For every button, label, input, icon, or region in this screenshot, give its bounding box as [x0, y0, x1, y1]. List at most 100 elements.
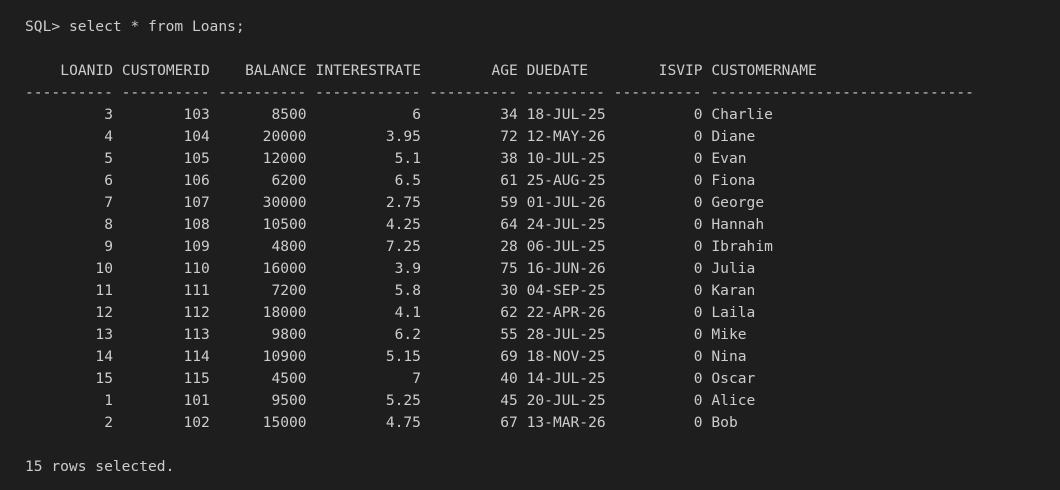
cell-customerid: 107	[183, 194, 210, 211]
cell-interestrate: 3.9	[394, 260, 421, 277]
cell-duedate: 04-SEP-25	[526, 282, 606, 299]
cell-customername: Fiona	[711, 172, 756, 189]
cell-loanid: 8	[104, 216, 113, 233]
table-header: LOANID CUSTOMERID BALANCE INTERESTRATE AGE DU…	[25, 60, 1025, 82]
cell-loanid: 11	[95, 282, 113, 299]
cell-interestrate: 6.2	[394, 326, 421, 343]
cell-duedate: 25-AUG-25	[526, 172, 606, 189]
cell-interestrate: 6	[412, 106, 421, 123]
cell-duedate: 20-JUL-25	[526, 392, 606, 409]
cell-customerid: 115	[183, 370, 210, 387]
cell-customername: Evan	[711, 150, 747, 167]
sql-command: select * from Loans;	[68, 18, 245, 35]
cell-isvip: 0	[693, 260, 703, 277]
cell-interestrate: 5.8	[394, 282, 421, 299]
cell-customername: Nina	[711, 348, 747, 365]
cell-isvip: 0	[693, 414, 703, 431]
cell-balance: 4800	[271, 238, 307, 255]
cell-loanid: 1	[104, 392, 113, 409]
cell-isvip: 0	[693, 282, 703, 299]
cell-interestrate: 4.1	[394, 304, 421, 321]
column-header-balance: BALANCE	[245, 62, 307, 79]
cell-customername: Julia	[711, 260, 756, 277]
cell-customername: Hannah	[711, 216, 765, 233]
cell-duedate: 14-JUL-25	[526, 370, 606, 387]
cell-interestrate: 6.5	[394, 172, 421, 189]
cell-duedate: 13-MAR-26	[526, 414, 606, 431]
cell-loanid: 2	[104, 414, 113, 431]
cell-customername: Diane	[711, 128, 756, 145]
command-line: SQL> select * from Loans;	[25, 16, 245, 38]
column-header-duedate: DUEDATE	[526, 62, 589, 79]
cell-isvip: 0	[693, 326, 703, 343]
cell-age: 62	[500, 304, 518, 321]
cell-balance: 7200	[271, 282, 307, 299]
cell-duedate: 28-JUL-25	[526, 326, 606, 343]
cell-customername: Karan	[711, 282, 756, 299]
cell-customerid: 111	[183, 282, 210, 299]
cell-customerid: 104	[183, 128, 210, 145]
sql-prompt: SQL>	[25, 18, 61, 35]
cell-customername: Alice	[711, 392, 756, 409]
cell-age: 45	[500, 392, 518, 409]
cell-customerid: 114	[183, 348, 210, 365]
column-header-customername: CUSTOMERNAME	[711, 62, 817, 79]
cell-age: 38	[500, 150, 518, 167]
cell-duedate: 01-JUL-26	[526, 194, 606, 211]
cell-customername: Laila	[711, 304, 756, 321]
cell-isvip: 0	[693, 238, 703, 255]
cell-isvip: 0	[693, 348, 703, 365]
cell-duedate: 06-JUL-25	[526, 238, 606, 255]
cell-age: 28	[500, 238, 518, 255]
rows-selected-message: 15 rows selected.	[25, 458, 175, 475]
cell-isvip: 0	[693, 304, 703, 321]
cell-balance: 6200	[271, 172, 307, 189]
cell-balance: 18000	[262, 304, 307, 321]
cell-isvip: 0	[693, 172, 703, 189]
cell-balance: 10900	[262, 348, 307, 365]
cell-duedate: 16-JUN-26	[526, 260, 606, 277]
cell-loanid: 15	[95, 370, 113, 387]
cell-isvip: 0	[693, 194, 703, 211]
cell-balance: 8500	[271, 106, 307, 123]
cell-customername: Charlie	[711, 106, 773, 123]
column-header-interestrate: INTERESTRATE	[315, 62, 421, 79]
cell-age: 64	[500, 216, 518, 233]
cell-interestrate: 4.75	[385, 414, 421, 431]
cell-interestrate: 4.25	[385, 216, 421, 233]
cell-customername: Ibrahim	[711, 238, 773, 255]
column-header-isvip: ISVIP	[658, 62, 703, 79]
cell-loanid: 13	[95, 326, 113, 343]
cell-balance: 9500	[271, 392, 307, 409]
cell-duedate: 24-JUL-25	[526, 216, 606, 233]
cell-interestrate: 2.75	[385, 194, 421, 211]
cell-customerid: 112	[183, 304, 210, 321]
cell-loanid: 4	[104, 128, 113, 145]
cell-customerid: 113	[183, 326, 210, 343]
cell-interestrate: 5.25	[385, 392, 421, 409]
cell-interestrate: 3.95	[385, 128, 421, 145]
cell-isvip: 0	[693, 370, 703, 387]
cell-loanid: 12	[95, 304, 113, 321]
cell-balance: 12000	[262, 150, 307, 167]
cell-loanid: 9	[104, 238, 113, 255]
cell-customerid: 102	[183, 414, 210, 431]
cell-age: 40	[500, 370, 518, 387]
cell-interestrate: 5.15	[385, 348, 421, 365]
column-header-loanid: LOANID	[60, 62, 113, 79]
cell-age: 61	[500, 172, 518, 189]
cell-age: 67	[500, 414, 518, 431]
header-separator: ---------- ---------- ---------- -------…	[25, 84, 974, 101]
cell-balance: 20000	[262, 128, 307, 145]
cell-loanid: 14	[95, 348, 113, 365]
cell-age: 59	[500, 194, 518, 211]
cell-age: 34	[500, 106, 518, 123]
cell-age: 72	[500, 128, 518, 145]
cell-duedate: 22-APR-26	[526, 304, 606, 321]
cell-customerid: 105	[183, 150, 210, 167]
cell-age: 75	[500, 260, 518, 277]
cell-balance: 30000	[262, 194, 307, 211]
cell-duedate: 10-JUL-25	[526, 150, 606, 167]
cell-age: 69	[500, 348, 518, 365]
